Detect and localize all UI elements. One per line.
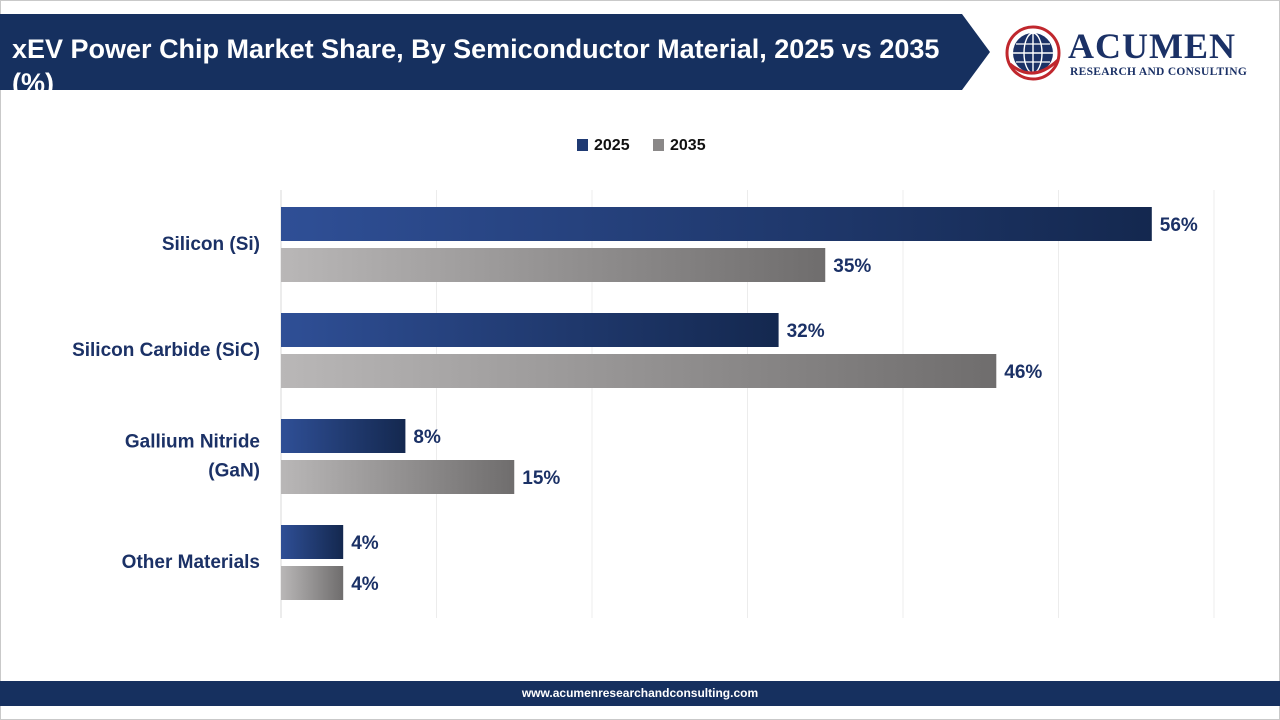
- data-labels: 56% 35% 32% 46% 8% 15% 4% 4%: [351, 215, 1198, 595]
- data-label: 15%: [522, 468, 560, 489]
- data-label: 8%: [413, 427, 441, 448]
- bar-2025: [281, 525, 344, 559]
- data-label: 4%: [351, 533, 379, 554]
- data-label: 4%: [351, 574, 379, 595]
- legend-swatch-2035: [653, 139, 664, 151]
- chart-title: xEV Power Chip Market Share, By Semicond…: [12, 34, 940, 98]
- data-label: 56%: [1160, 215, 1198, 236]
- bar-2025: [281, 313, 779, 347]
- category-label: Silicon Carbide (SiC): [72, 340, 260, 361]
- bar-2035: [281, 354, 997, 388]
- data-label: 46%: [1004, 362, 1042, 383]
- category-label: Gallium Nitride (GaN): [125, 432, 260, 482]
- title-banner: xEV Power Chip Market Share, By Semicond…: [0, 14, 990, 98]
- category-label: Other Materials: [122, 552, 260, 573]
- legend-label-2035: 2035: [670, 137, 706, 154]
- bar-series: [281, 207, 1152, 600]
- footer-url: www.acumenresearchandconsulting.com: [0, 681, 1280, 706]
- bar-2035: [281, 566, 344, 600]
- chart-legend: 2025 2035: [577, 137, 706, 154]
- bar-2035: [281, 460, 515, 494]
- category-label: Silicon (Si): [162, 234, 260, 255]
- globe-icon: [1005, 25, 1061, 81]
- title-banner-shape: [0, 14, 990, 90]
- bar-2035: [281, 248, 826, 282]
- logo-wordmark: ACUMEN: [1068, 26, 1236, 66]
- legend-label-2025: 2025: [594, 137, 630, 154]
- bar-2025: [281, 207, 1152, 241]
- company-logo: ACUMEN RESEARCH AND CONSULTING: [1004, 20, 1264, 84]
- logo-tagline: RESEARCH AND CONSULTING: [1070, 66, 1248, 78]
- category-labels: Silicon (Si) Silicon Carbide (SiC) Gallium…: [72, 234, 260, 573]
- data-label: 32%: [787, 321, 825, 342]
- bar-2025: [281, 419, 406, 453]
- legend-swatch-2025: [577, 139, 588, 151]
- data-label: 35%: [833, 256, 871, 277]
